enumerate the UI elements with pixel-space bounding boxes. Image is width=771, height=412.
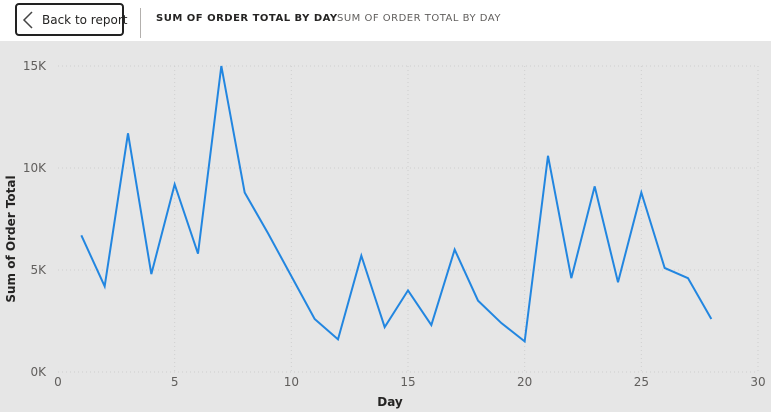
x-tick-label: 30 — [750, 375, 765, 389]
x-tick-label: 0 — [54, 375, 62, 389]
x-tick-label: 5 — [171, 375, 179, 389]
data-point[interactable] — [452, 247, 458, 253]
x-tick-label: 10 — [284, 375, 299, 389]
line-chart: 0K 5K 10K 15K 0 5 10 15 20 25 30 Day Sum of Order To… — [0, 41, 771, 412]
data-point[interactable] — [172, 181, 178, 187]
x-tick-label: 15 — [400, 375, 415, 389]
data-point[interactable] — [265, 230, 271, 236]
y-tick-label: 10K — [23, 161, 47, 175]
data-point[interactable] — [708, 316, 714, 322]
data-point[interactable] — [195, 251, 201, 257]
visual-header: Back to report SUM OF ORDER TOTAL BY DAY… — [0, 0, 771, 41]
data-point[interactable] — [288, 273, 294, 279]
data-point[interactable] — [312, 316, 318, 322]
data-point[interactable] — [475, 298, 481, 304]
chevron-left-icon — [22, 10, 34, 30]
data-point[interactable] — [125, 130, 131, 136]
data-point[interactable] — [405, 287, 411, 293]
data-point[interactable] — [382, 324, 388, 330]
data-point[interactable] — [522, 338, 528, 344]
data-point[interactable] — [148, 271, 154, 277]
back-to-report-button[interactable]: Back to report — [15, 3, 128, 36]
x-tick-label: 20 — [517, 375, 532, 389]
x-axis-title: Day — [377, 395, 403, 409]
y-tick-label: 0K — [30, 365, 47, 379]
y-tick-label: 15K — [23, 59, 47, 73]
data-point[interactable] — [335, 336, 341, 342]
series-line — [80, 65, 713, 344]
data-point[interactable] — [218, 63, 224, 69]
header-divider — [140, 8, 141, 38]
back-to-report-label: Back to report — [42, 12, 128, 27]
visual-subtitle: SUM OF ORDER TOTAL BY DAY — [337, 13, 501, 24]
visual-title: SUM OF ORDER TOTAL BY DAY — [156, 13, 338, 24]
data-point[interactable] — [592, 183, 598, 189]
data-point[interactable] — [242, 189, 248, 195]
data-point[interactable] — [615, 279, 621, 285]
data-point[interactable] — [102, 283, 108, 289]
data-point[interactable] — [498, 320, 504, 326]
y-axis-title: Sum of Order Total — [4, 175, 18, 302]
data-point[interactable] — [568, 275, 574, 281]
x-tick-label: 25 — [634, 375, 649, 389]
data-point[interactable] — [78, 232, 84, 238]
data-point[interactable] — [638, 189, 644, 195]
data-point[interactable] — [358, 253, 364, 259]
data-point[interactable] — [545, 153, 551, 159]
data-point[interactable] — [662, 265, 668, 271]
y-tick-label: 5K — [30, 263, 47, 277]
data-point[interactable] — [685, 275, 691, 281]
chart-svg: 0K 5K 10K 15K 0 5 10 15 20 25 30 Day Sum of Order To… — [4, 59, 766, 409]
data-point[interactable] — [428, 322, 434, 328]
